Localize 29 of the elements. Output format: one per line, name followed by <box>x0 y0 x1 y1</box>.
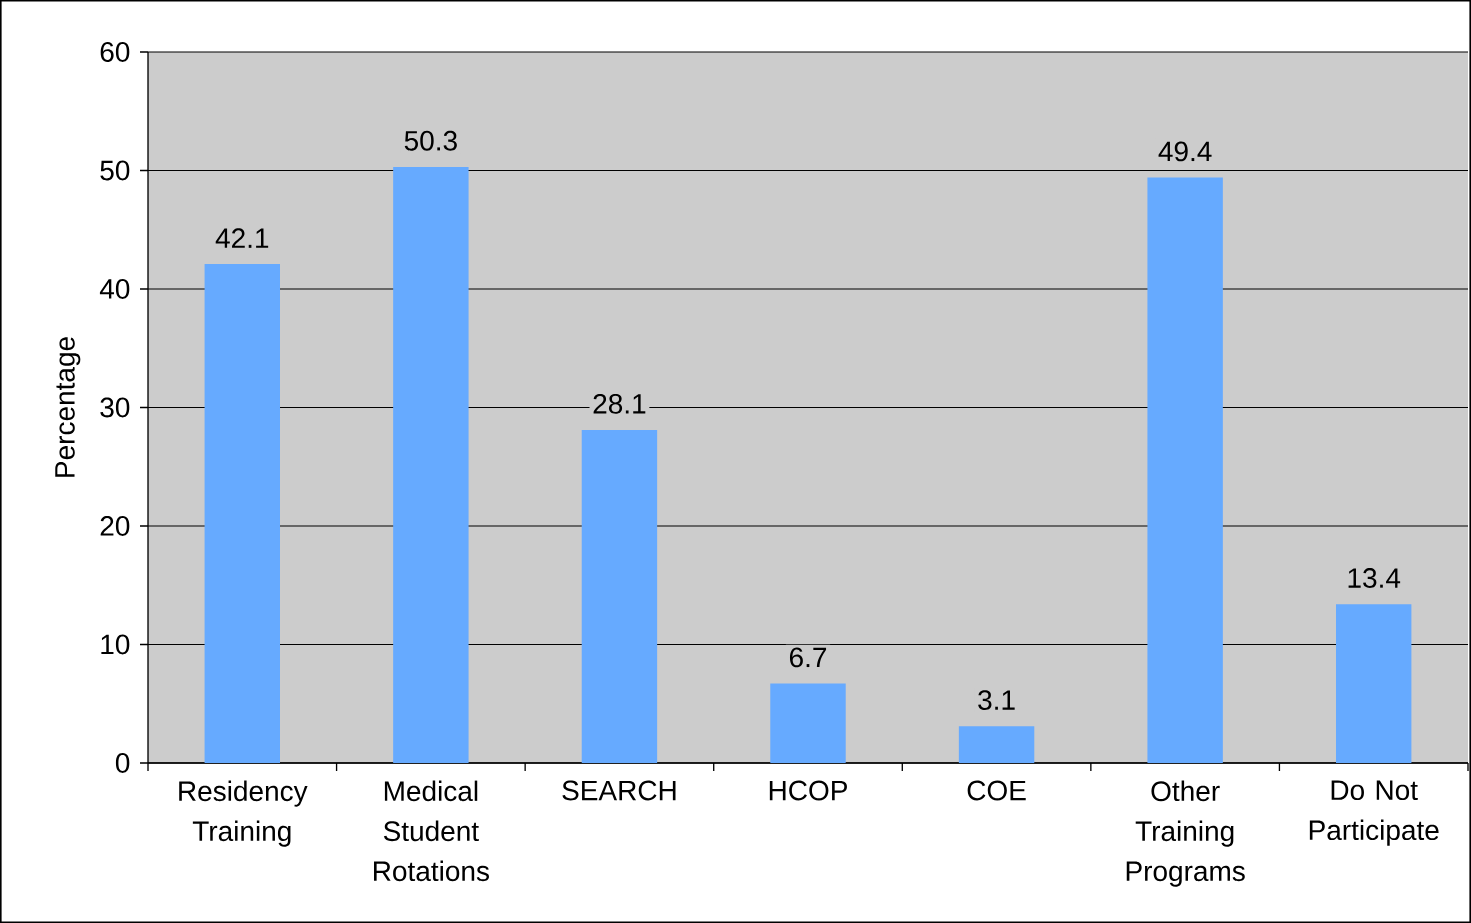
x-tick-label: SEARCH <box>562 780 676 801</box>
y-tick-label: 50 <box>100 160 130 181</box>
x-tick-label: COE <box>967 780 1026 801</box>
bar <box>958 726 1035 763</box>
bar <box>770 683 846 763</box>
x-tick-label: Do Not Participate <box>1309 780 1439 846</box>
y-tick-label: 0 <box>115 753 130 773</box>
bar <box>581 430 658 763</box>
x-tick-label: Residency Training <box>179 780 308 847</box>
x-tick-label: HCOP <box>769 780 847 801</box>
y-tick-label: 10 <box>101 634 130 655</box>
data-label: 3.1 <box>978 690 1015 710</box>
data-label: 49.4 <box>1158 141 1212 162</box>
y-tick-label: 60 <box>100 42 130 62</box>
data-label: 6.7 <box>789 647 827 668</box>
data-label: 28.1 <box>593 393 646 414</box>
data-label: 13.4 <box>1348 568 1401 588</box>
bar <box>393 166 469 763</box>
data-label: 50.3 <box>404 130 457 151</box>
bar <box>204 264 280 763</box>
x-tick-label: Medical Student Rotations <box>374 780 489 882</box>
y-tick-label: 20 <box>100 516 130 536</box>
data-label: 42.1 <box>215 228 269 248</box>
x-tick-label: Other Training Programs <box>1126 780 1245 887</box>
y-axis-title: Percentage <box>55 337 81 477</box>
bar <box>1336 604 1412 763</box>
y-tick-label: 40 <box>99 279 130 299</box>
y-tick-label: 30 <box>100 397 130 418</box>
bar <box>1147 177 1223 763</box>
